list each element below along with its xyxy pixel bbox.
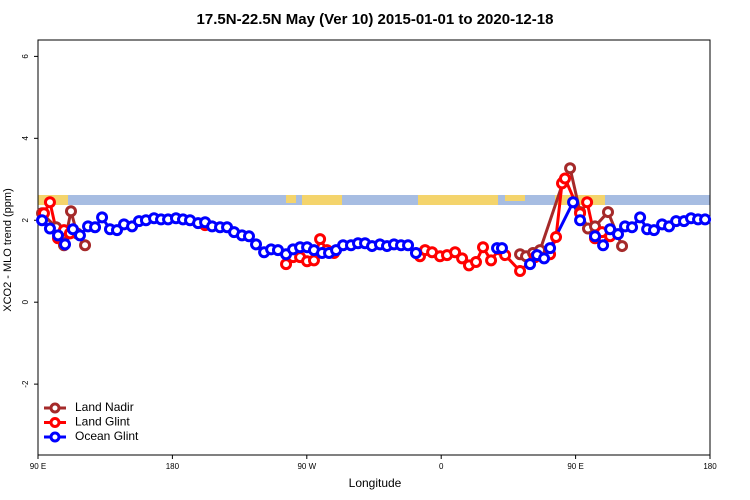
point — [89, 221, 102, 234]
point — [574, 214, 587, 227]
point — [307, 254, 320, 267]
point — [648, 224, 660, 237]
x-tick-label: 0 — [439, 462, 444, 471]
point — [59, 238, 72, 251]
point — [699, 213, 712, 226]
y-axis-label: XCO2 - MLO trend (ppm) — [2, 188, 14, 311]
x-axis-label: Longitude — [349, 476, 402, 490]
x-tick-label: 90 E — [567, 462, 583, 471]
point — [589, 230, 602, 243]
legend-label: Land Glint — [75, 415, 130, 429]
point — [616, 240, 629, 253]
point — [567, 196, 580, 209]
point — [314, 233, 327, 246]
legend-label: Land Nadir — [75, 400, 134, 414]
point — [485, 254, 498, 267]
point — [469, 256, 482, 269]
point — [538, 252, 551, 265]
series-line — [40, 163, 624, 258]
x-tick-label: 180 — [166, 462, 180, 471]
map-strip — [38, 195, 710, 205]
x-tick-label: 90 W — [297, 462, 316, 471]
legend-label: Ocean Glint — [75, 429, 139, 443]
point — [602, 206, 615, 219]
point — [477, 241, 490, 254]
point — [558, 172, 571, 185]
legend-marker — [49, 417, 61, 428]
point — [564, 162, 577, 175]
x-tick-label: 90 E — [30, 462, 46, 471]
point — [43, 196, 56, 209]
point — [612, 228, 625, 241]
chart-title: 17.5N-22.5N May (Ver 10) 2015-01-01 to 2… — [197, 11, 554, 28]
point — [550, 231, 563, 244]
point — [65, 205, 78, 218]
x-tick-label: 180 — [703, 462, 717, 471]
point — [597, 239, 610, 252]
legend-marker — [49, 431, 61, 443]
point — [495, 242, 508, 255]
plot-frame — [37, 39, 711, 456]
y-tick-label: 6 — [21, 54, 30, 59]
point — [626, 221, 639, 234]
point — [544, 242, 557, 255]
y-tick-label: 4 — [21, 136, 30, 141]
point — [456, 252, 469, 265]
point — [250, 238, 263, 251]
y-tick-label: -2 — [21, 380, 30, 388]
point — [79, 239, 92, 252]
point — [634, 211, 647, 224]
point — [52, 229, 65, 242]
point — [524, 258, 537, 271]
y-tick-label: 0 — [21, 299, 30, 304]
point — [43, 222, 56, 235]
point — [402, 239, 415, 252]
y-tick-label: 2 — [21, 217, 30, 222]
legend-marker — [49, 402, 61, 414]
point — [66, 223, 79, 236]
point — [96, 211, 109, 224]
point — [243, 230, 256, 243]
point — [581, 196, 594, 209]
point — [73, 229, 86, 242]
point — [449, 246, 462, 259]
point — [36, 214, 49, 227]
point — [514, 265, 527, 278]
point — [409, 247, 422, 260]
